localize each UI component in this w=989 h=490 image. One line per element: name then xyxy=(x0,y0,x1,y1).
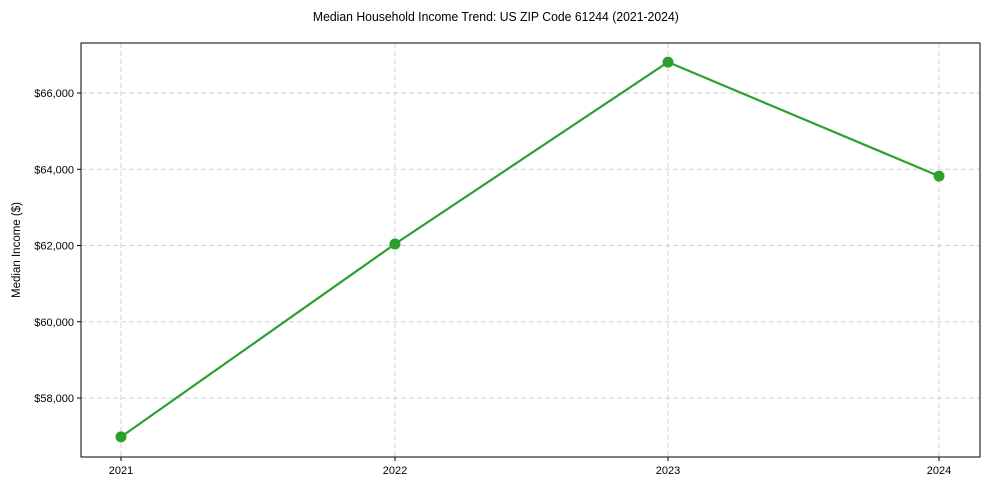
data-point-marker xyxy=(662,56,674,68)
y-axis-label: Median Income ($) xyxy=(11,202,23,298)
series-line xyxy=(120,60,940,438)
grid-lines xyxy=(81,43,980,457)
x-tick-label: 2022 xyxy=(383,465,407,477)
x-tick-label: 2024 xyxy=(927,465,951,477)
data-point-marker xyxy=(933,170,945,182)
y-axis: $58,000 $60,000 $62,000 $64,000 $66,000 xyxy=(34,88,81,405)
y-tick-label: $58,000 xyxy=(34,393,74,405)
chart-title: Median Household Income Trend: US ZIP Co… xyxy=(312,9,679,24)
y-tick-label: $64,000 xyxy=(34,164,74,176)
y-tick-label: $66,000 xyxy=(34,88,74,100)
y-tick-label: $60,000 xyxy=(34,317,74,329)
y-tick-label: $62,000 xyxy=(34,241,74,253)
x-tick-label: 2021 xyxy=(109,465,133,477)
x-tick-label: 2023 xyxy=(656,465,680,477)
plot-frame xyxy=(80,42,981,458)
data-point-marker xyxy=(389,238,401,250)
series-median-income xyxy=(115,56,945,443)
x-axis: 2021 2022 2023 2024 xyxy=(109,457,951,477)
data-point-marker xyxy=(115,431,127,443)
